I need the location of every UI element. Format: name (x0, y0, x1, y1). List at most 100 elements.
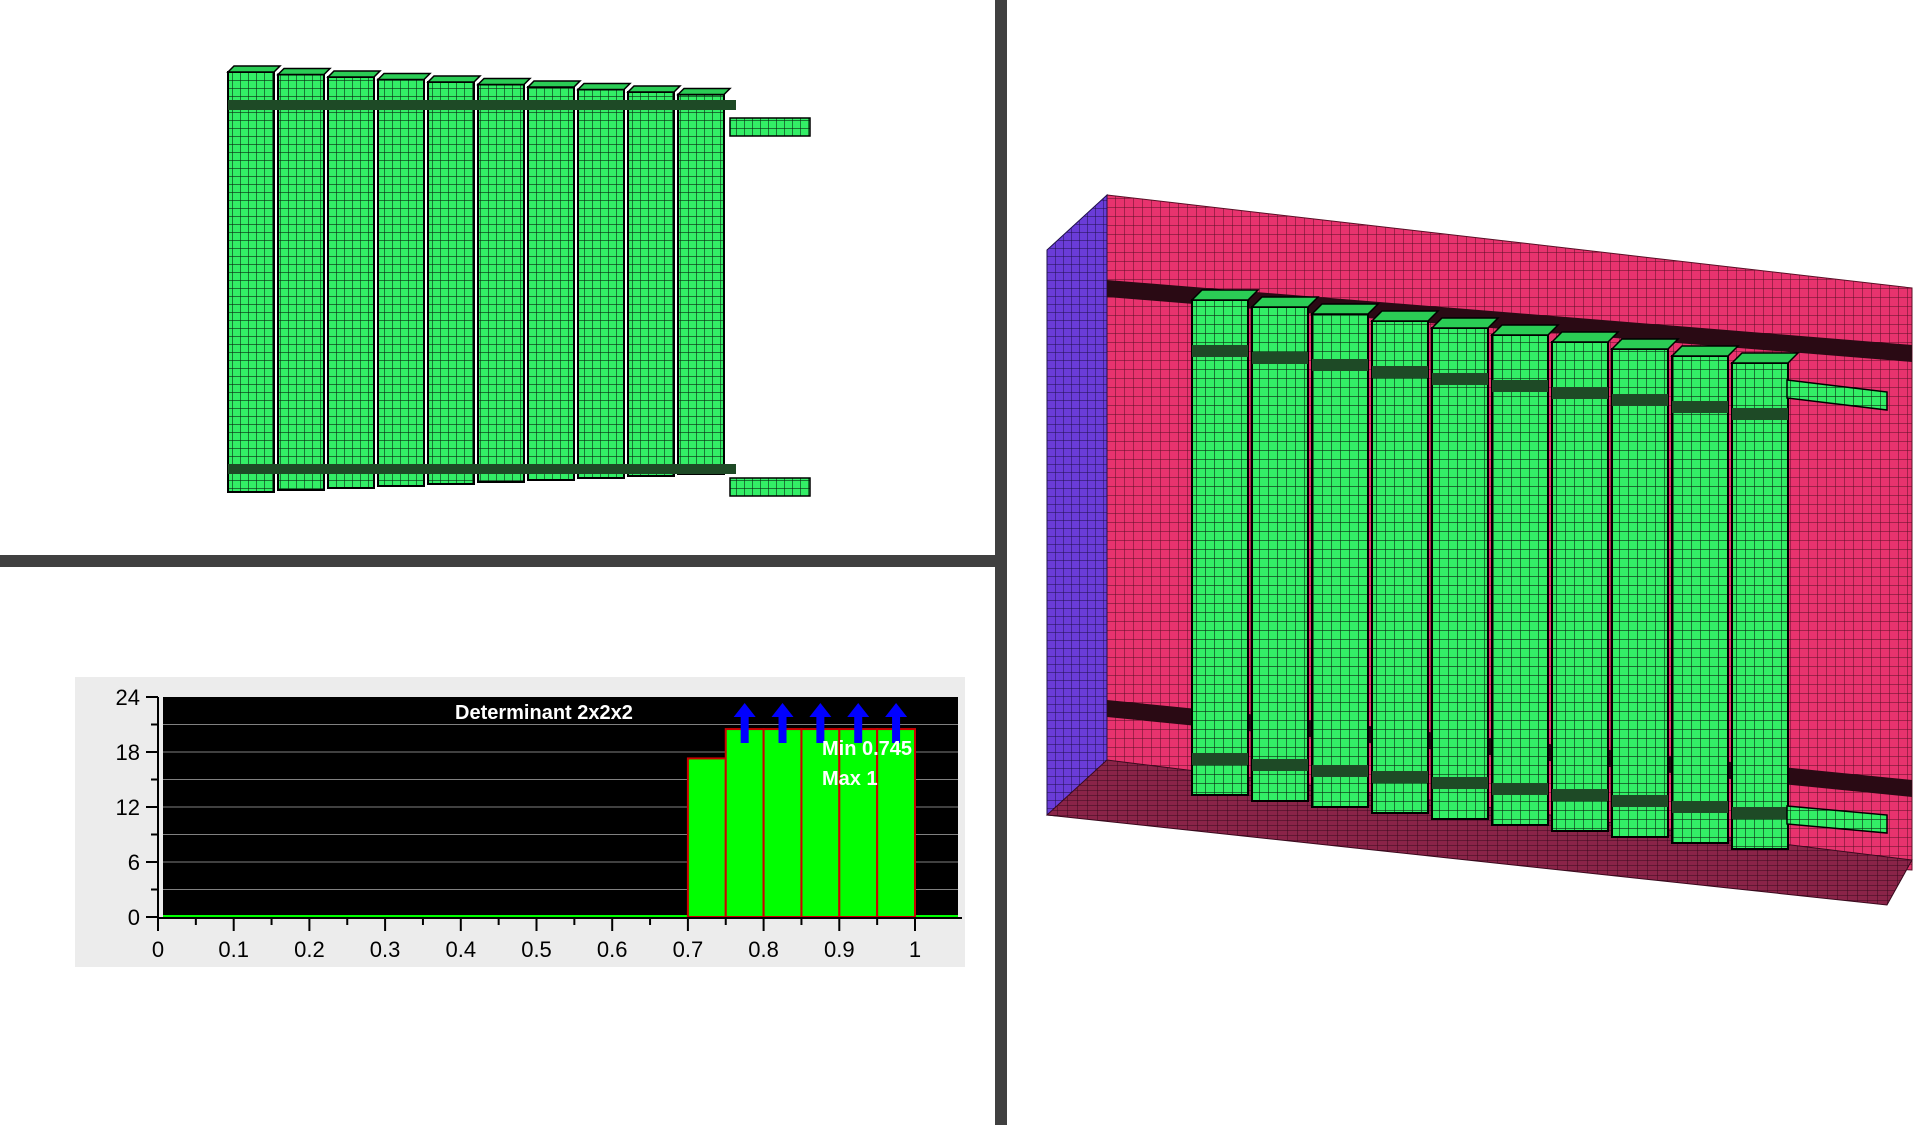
radiator-fin-top-3d (1670, 345, 1740, 357)
lower-header-pipe (228, 464, 736, 474)
x-tick-label: 0.6 (597, 937, 628, 962)
vertical-splitter[interactable] (995, 0, 1007, 1125)
fin-header-band (1432, 373, 1488, 385)
x-tick-label: 0.5 (521, 937, 552, 962)
x-tick-label: 0.1 (218, 937, 249, 962)
radiator-fin-top (226, 65, 282, 73)
fin-header-band (1372, 771, 1428, 783)
fin-header-band (1252, 352, 1308, 364)
fin-header-band (1432, 777, 1488, 789)
fin-header-band (1312, 765, 1368, 777)
fin-header-band (1252, 759, 1308, 771)
fin-header-band (1492, 783, 1548, 795)
overflow-arrow-icon (771, 703, 794, 743)
histogram-max-label: Max 1 (822, 768, 878, 790)
radiator-fin (577, 88, 625, 479)
radiator-fin-3d (1671, 355, 1729, 844)
upper-header-pipe (228, 100, 736, 110)
x-tick-label: 0.2 (294, 937, 325, 962)
histogram-bar[interactable] (686, 757, 727, 918)
overflow-arrow-icon (885, 703, 908, 743)
radiator-fin (677, 93, 725, 475)
histogram-bars (686, 703, 917, 918)
radiator-fin-top-3d (1490, 324, 1560, 336)
radiator-fins-3d (1190, 289, 1800, 850)
determinant-histogram: 0 6 12 18 24 0 0.1 0.2 0.3 0.4 0.5 0.6 0.7 0.8 0.9 1 De… (75, 677, 965, 967)
radiator-fin-top (426, 75, 482, 83)
radiator-fin (477, 83, 525, 483)
radiator-fin-3d (1551, 341, 1609, 832)
histogram-axes: 0 6 12 18 24 0 0.1 0.2 0.3 0.4 0.5 0.6 0.7 0.8 0.9 1 (116, 685, 962, 962)
x-tick-label: 1 (909, 937, 921, 962)
fin-header-band (1672, 801, 1728, 813)
inlet-pipe-3d (1786, 379, 1888, 411)
x-tick-label: 0.3 (370, 937, 401, 962)
overflow-arrow-icon (733, 703, 756, 743)
fin-header-band (1612, 795, 1668, 807)
radiator-fin-top-3d (1730, 352, 1800, 364)
radiator-fin-top (676, 87, 732, 96)
fin-header-band (1192, 753, 1248, 765)
radiator-fin (327, 76, 375, 489)
radiator-fin-3d (1491, 334, 1549, 826)
radiator-fin-3d (1191, 299, 1249, 796)
radiator-fin-3d (1371, 320, 1429, 814)
overflow-arrow-icon (809, 703, 832, 743)
outlet-pipe (729, 477, 811, 497)
radiator-fin-top (476, 77, 532, 86)
y-tick-label: 18 (116, 740, 140, 765)
outlet-pipe-3d (1786, 805, 1888, 834)
radiator-fin (227, 71, 275, 493)
radiator-fin-top (326, 70, 382, 78)
radiator-fin-3d (1731, 362, 1789, 850)
fin-header-band (1192, 345, 1248, 357)
radiator-fin-top-3d (1430, 317, 1500, 329)
enclosure-side-wall (1046, 193, 1108, 821)
viewport-histogram[interactable]: 0 6 12 18 24 0 0.1 0.2 0.3 0.4 0.5 0.6 0.7 0.8 0.9 1 De… (0, 567, 995, 1125)
radiator-fin-top (576, 82, 632, 91)
x-tick-label: 0 (152, 937, 164, 962)
fin-header-band (1732, 807, 1788, 819)
radiator-fins (226, 65, 732, 493)
radiator-fin-3d (1311, 313, 1369, 808)
fin-header-band (1732, 408, 1788, 420)
radiator-fin-3d (1251, 306, 1309, 802)
viewport-mesh-3d[interactable] (1007, 0, 1925, 1125)
radiator-fin-top (626, 85, 682, 93)
histogram-min-label: Min 0.745 (822, 738, 912, 760)
histogram-bar[interactable] (762, 728, 803, 918)
fin-header-band (1672, 401, 1728, 413)
x-tick-label: 0.7 (673, 937, 704, 962)
fin-header-band (1552, 789, 1608, 801)
radiator-fin-top-3d (1550, 331, 1620, 343)
radiator-fin (627, 91, 675, 477)
x-tick-label: 0.8 (748, 937, 779, 962)
inlet-pipe (729, 117, 811, 137)
x-tick-label: 0.4 (446, 937, 477, 962)
radiator-fin-top (376, 72, 432, 81)
fin-header-band (1372, 366, 1428, 378)
fin-header-band (1492, 380, 1548, 392)
fin-header-band (1312, 359, 1368, 371)
radiator-fin-3d (1431, 327, 1489, 820)
horizontal-splitter[interactable] (0, 555, 995, 567)
radiator-fin-top-3d (1610, 338, 1680, 350)
radiator-fin (377, 78, 425, 487)
radiator-fin-top-3d (1370, 310, 1440, 322)
radiator-fin (427, 81, 475, 485)
fin-header-band (1612, 394, 1668, 406)
radiator-fin (277, 73, 325, 491)
y-tick-label: 6 (128, 850, 140, 875)
y-tick-label: 12 (116, 795, 140, 820)
overflow-arrow-icon (847, 703, 870, 743)
x-tick-label: 0.9 (824, 937, 855, 962)
histogram-bar[interactable] (724, 728, 765, 918)
y-tick-label: 0 (128, 905, 140, 930)
viewport-mesh-front[interactable] (0, 0, 995, 555)
mesh-3d-canvas (1045, 193, 1913, 906)
histogram-title: Determinant 2x2x2 (455, 702, 633, 724)
radiator-fin-top-3d (1310, 303, 1380, 315)
radiator-fin-top (526, 80, 582, 88)
radiator-fin-top-3d (1190, 289, 1260, 301)
y-tick-label: 24 (116, 685, 140, 710)
